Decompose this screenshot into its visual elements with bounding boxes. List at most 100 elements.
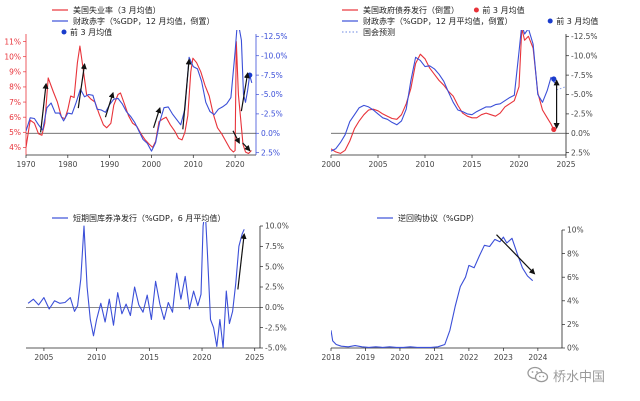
y-right-tick-label: -10.0% xyxy=(571,51,598,60)
legend-label: 国会预测 xyxy=(363,27,395,37)
x-tick-label: 1980 xyxy=(58,160,77,169)
y-right-tick-label: -7.5% xyxy=(571,71,593,80)
panel-4: 2018 2019 2020 2021 2022 2023 2024 0% 2% 4% 6% 8% 10… xyxy=(321,213,583,362)
x-tick-label: 2025 xyxy=(245,353,264,362)
x-tick-label: 2020 xyxy=(226,160,245,169)
legend-marker xyxy=(61,29,67,35)
y-right-tick-label: -2.5% xyxy=(265,323,287,332)
y-right-tick-label: 4% xyxy=(567,297,579,306)
annotation-arrow xyxy=(240,72,250,112)
y-right-tick-label: -5.0% xyxy=(265,344,287,353)
y-right-tick-label: 5.0% xyxy=(265,262,284,271)
legend-marker xyxy=(547,18,553,24)
plot-area xyxy=(27,222,245,348)
legend-label: 美国失业率（3 月均值） xyxy=(73,5,161,15)
y-right-tick-label: 8% xyxy=(567,249,579,258)
panel-2: 2000 2005 2010 2015 2020 2025 -12.5% -10.0% -7.5… xyxy=(321,5,598,169)
panel-1: 1970 1980 1990 2000 2010 2020 -12.5% -10.0% -7.5… xyxy=(4,5,287,169)
x-tick-label: 2024 xyxy=(528,353,547,362)
y-left-tick-label: 8% xyxy=(9,83,21,92)
x-tick-label: 2015 xyxy=(140,353,159,362)
legend: 逆回购协议（%GDP） xyxy=(377,213,479,223)
y-right-tick-label: -12.5% xyxy=(571,32,598,41)
y-right-tick-label: -7.5% xyxy=(261,71,283,80)
y-right-tick-label: -10.0% xyxy=(261,51,288,60)
y-left-tick-label: 5% xyxy=(9,128,21,137)
y-right-tick-label: 0% xyxy=(567,344,579,353)
x-tick-label: 2010 xyxy=(87,353,106,362)
y-right-tick-label: 0.0% xyxy=(571,129,590,138)
y-left-tick-label: 6% xyxy=(9,113,21,122)
watermark-text: 桥水中国 xyxy=(553,369,606,385)
x-tick-label: 2010 xyxy=(184,160,203,169)
y-right-tick-label: 7.5% xyxy=(265,242,284,251)
legend-marker xyxy=(473,7,479,13)
x-tick-label: 2023 xyxy=(494,353,513,362)
wechat-icon xyxy=(527,366,549,383)
legend-label: 前 3 月均值 xyxy=(482,5,524,15)
y-right-tick-label: -5.0% xyxy=(571,90,593,99)
watermark: 桥水中国 xyxy=(527,363,627,387)
y-right-tick-label: -2.5% xyxy=(571,110,593,119)
series-1-line xyxy=(26,41,252,155)
y-right-tick-label: 6% xyxy=(567,273,579,282)
series-1-line xyxy=(331,236,534,348)
y-left-tick-label: 11% xyxy=(4,37,21,46)
legend-label: 逆回购协议（%GDP） xyxy=(398,213,479,223)
series-5-line xyxy=(556,86,566,91)
annotation-arrow xyxy=(104,91,115,118)
legend-label: 财政赤字（%GDP，12 月均值，倒置） xyxy=(73,16,215,26)
x-tick-label: 2020 xyxy=(192,353,211,362)
y-right-tick-label: 0.0% xyxy=(261,129,280,138)
y-right-tick-label: -12.5% xyxy=(261,32,288,41)
y-right-tick-label: -5.0% xyxy=(261,90,283,99)
y-right-tick-label: -2.5% xyxy=(261,110,283,119)
series-2-line xyxy=(26,30,253,152)
x-tick-label: 2005 xyxy=(368,160,387,169)
plot-area xyxy=(331,30,566,154)
x-tick-label: 2025 xyxy=(556,160,575,169)
legend-label: 前 3 月均值 xyxy=(70,27,112,37)
panel-3: 2005 2010 2015 2020 2025-5.0% -2.5% 0.0% 2.5% 5.… xyxy=(26,213,289,362)
annotation-arrow xyxy=(232,130,240,144)
series-3-point xyxy=(551,126,557,133)
x-tick-label: 2022 xyxy=(459,353,478,362)
series-1-line xyxy=(331,30,556,154)
y-right-tick-label: 2.5% xyxy=(265,283,284,292)
x-tick-label: 2005 xyxy=(34,353,53,362)
y-left-tick-label: 7% xyxy=(9,98,21,107)
x-tick-label: 1970 xyxy=(16,160,35,169)
x-tick-label: 2010 xyxy=(415,160,434,169)
annotation-arrow xyxy=(237,232,247,290)
plot-area xyxy=(331,236,534,348)
x-tick-label: 2020 xyxy=(509,160,528,169)
legend: 美国失业率（3 月均值）财政赤字（%GDP，12 月均值，倒置）前 3 月均值 xyxy=(52,5,215,37)
legend-label: 财政赤字（%GDP，12 月平均值，倒置） xyxy=(363,16,513,26)
legend-label: 短期国库券净发行（%GDP，6 月平均值） xyxy=(73,213,225,223)
y-right-tick-label: 2% xyxy=(567,320,579,329)
y-right-tick-label: 2.5% xyxy=(261,148,280,157)
x-tick-label: 2000 xyxy=(321,160,340,169)
x-tick-label: 2021 xyxy=(425,353,444,362)
x-tick-label: 2000 xyxy=(142,160,161,169)
series-4-point xyxy=(551,76,557,82)
x-tick-label: 2018 xyxy=(321,353,340,362)
annotation-arrow xyxy=(152,106,162,128)
x-tick-label: 2019 xyxy=(356,353,375,362)
plot-area xyxy=(26,30,253,155)
series-1-line xyxy=(27,222,245,348)
x-tick-label: 2015 xyxy=(462,160,481,169)
legend: 短期国库券净发行（%GDP，6 月平均值） xyxy=(52,213,225,223)
annotation-arrow xyxy=(40,82,49,133)
x-tick-label: 2020 xyxy=(390,353,409,362)
annotation-arrow xyxy=(182,58,192,130)
x-tick-label: 1990 xyxy=(100,160,119,169)
y-right-tick-label: 10.0% xyxy=(265,222,289,231)
legend-label: 美国政府债券发行（倒置） xyxy=(363,5,459,15)
y-right-tick-label: 0.0% xyxy=(265,303,284,312)
y-left-tick-label: 9% xyxy=(9,68,21,77)
annotation-arrow xyxy=(77,63,87,109)
y-right-tick-label: 2.5% xyxy=(571,148,590,157)
